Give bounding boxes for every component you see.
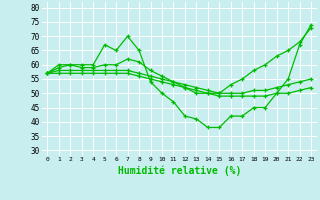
X-axis label: Humidité relative (%): Humidité relative (%) (117, 165, 241, 176)
